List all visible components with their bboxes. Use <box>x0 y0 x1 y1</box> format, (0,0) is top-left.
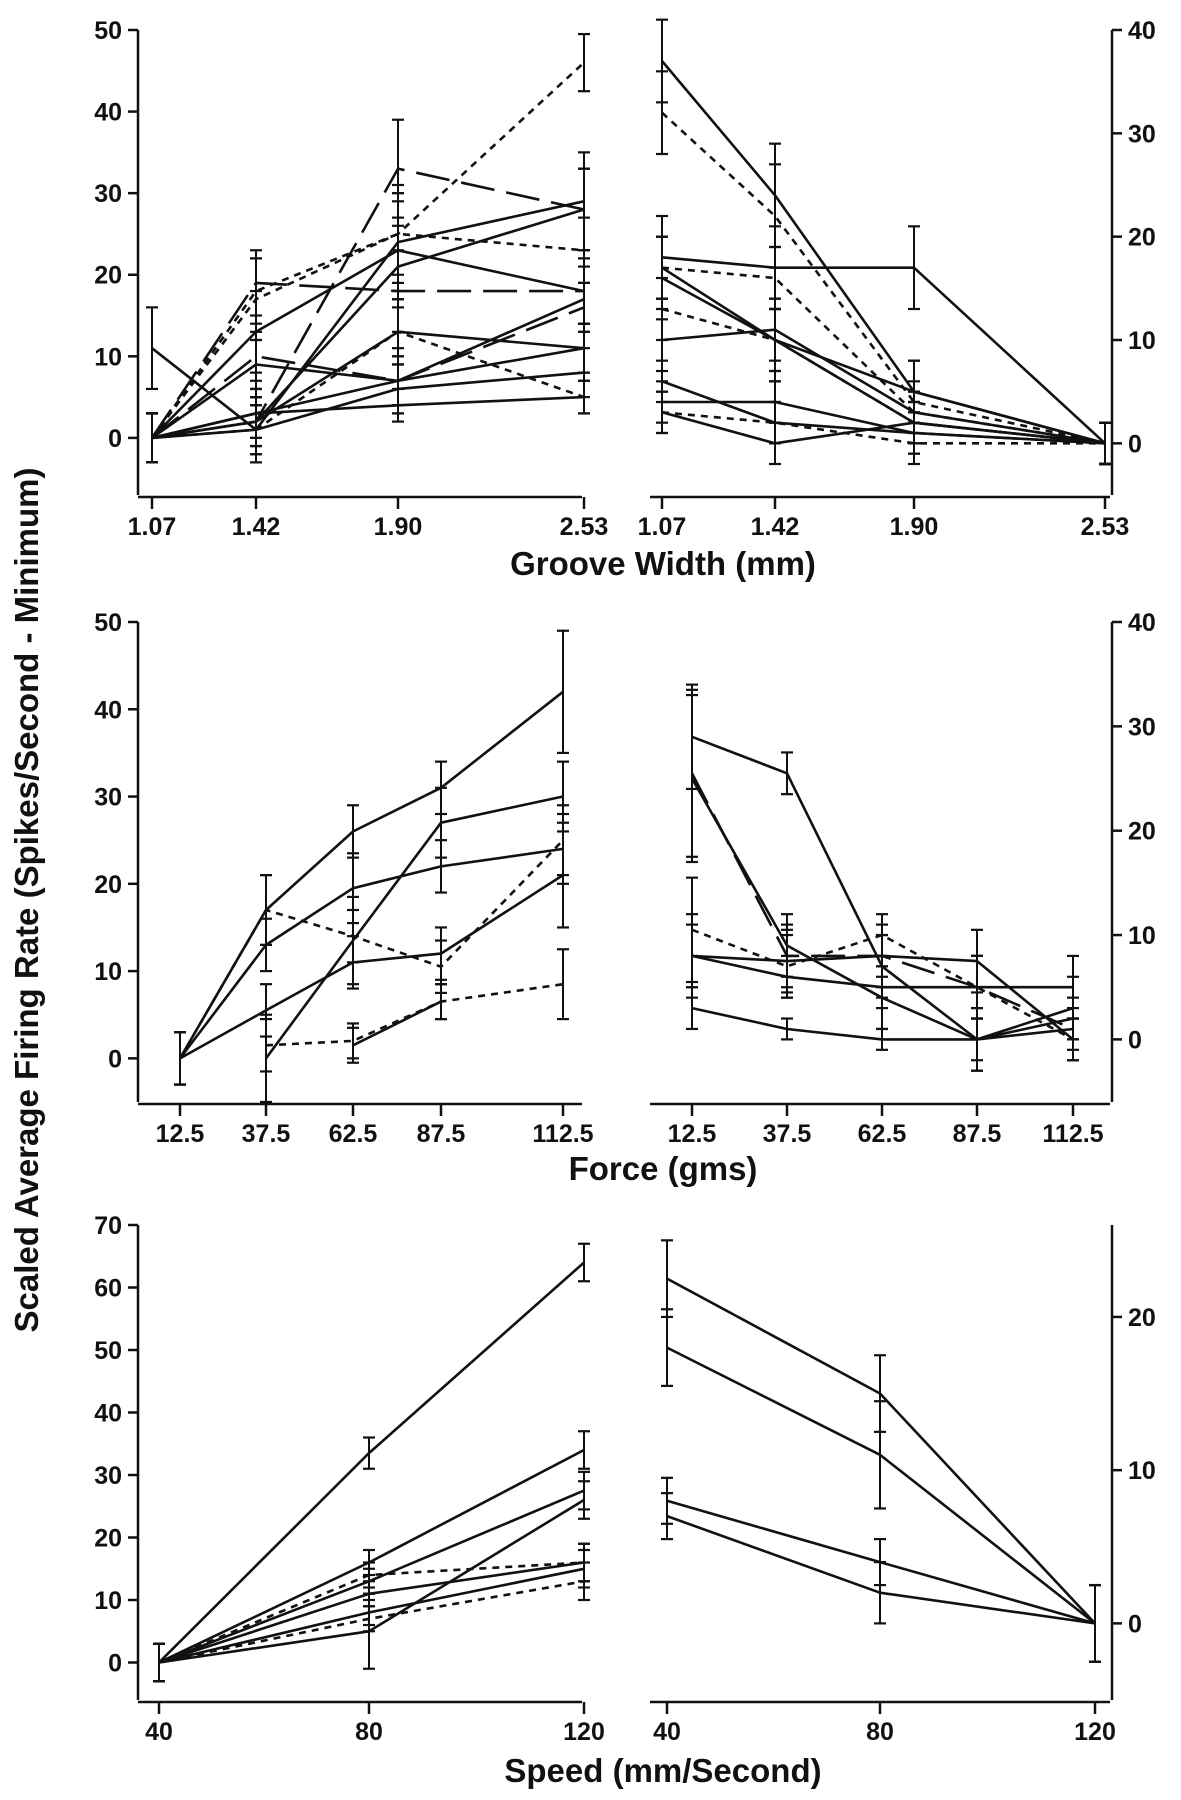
y-tick-label: 50 <box>94 17 122 45</box>
y-tick-label: 70 <box>94 1212 122 1240</box>
series-line-2 <box>661 111 1106 445</box>
x-tick-label: 1.42 <box>751 513 800 541</box>
x-tick-label: 2.53 <box>1081 513 1130 541</box>
x-axis-title: Groove Width (mm) <box>510 545 816 582</box>
panel-speed-decreasing: 0 10 20 40 80 120 Speed (mm/Second) <box>504 1225 1156 1789</box>
x-tick-label: 120 <box>1074 1718 1116 1746</box>
y-tick-label: 20 <box>1128 1304 1156 1332</box>
y-tick-label: 40 <box>94 1400 122 1428</box>
y-tick-label: 50 <box>94 609 122 637</box>
y-tick-label: 30 <box>1128 120 1156 148</box>
y-tick-label: 20 <box>94 262 122 290</box>
y-tick-label: 10 <box>1128 922 1156 950</box>
panel-speed-increasing: 0 10 20 30 40 50 60 70 40 80 120 <box>94 1212 605 1746</box>
y-tick-label: 10 <box>94 343 122 371</box>
series-line-4 <box>661 276 1106 445</box>
y-tick-label: 40 <box>94 99 122 127</box>
y-tick-label: 0 <box>108 1045 122 1073</box>
x-tick-label: 80 <box>355 1718 383 1746</box>
x-tick-label: 1.90 <box>374 513 423 541</box>
x-tick-label: 1.42 <box>232 513 281 541</box>
x-tick-label: 40 <box>145 1718 173 1746</box>
series-line-7 <box>352 1000 442 1047</box>
series-line-12 <box>151 298 585 440</box>
x-tick-label: 62.5 <box>329 1120 378 1148</box>
series-line-14 <box>151 395 585 440</box>
y-tick-label: 10 <box>1128 1457 1156 1485</box>
x-tick-label: 12.5 <box>156 1120 205 1148</box>
x-tick-label: 12.5 <box>668 1120 717 1148</box>
x-tick-label: 1.07 <box>128 513 177 541</box>
y-tick-label: 30 <box>1128 713 1156 741</box>
series-line-6 <box>151 306 585 439</box>
y-tick-label: 0 <box>1128 1610 1142 1638</box>
series-line-6 <box>661 307 1106 445</box>
y-tick-label: 0 <box>1128 1026 1142 1054</box>
series-line-4 <box>150 281 584 439</box>
y-tick-label: 0 <box>1128 430 1142 458</box>
series-line-7 <box>151 200 585 431</box>
y-tick-label: 30 <box>94 784 122 812</box>
series-line-1 <box>178 690 564 1060</box>
y-tick-label: 10 <box>94 958 122 986</box>
y-tick-label: 40 <box>94 696 122 724</box>
x-tick-label: 112.5 <box>1042 1120 1103 1148</box>
series-line-10 <box>662 400 1106 445</box>
x-tick-label: 40 <box>653 1718 681 1746</box>
series-line-10 <box>151 208 585 440</box>
y-tick-label: 0 <box>108 1650 122 1678</box>
x-axis-title: Speed (mm/Second) <box>504 1752 821 1789</box>
panel-force-decreasing: 0 10 20 30 40 12.5 37.5 62.5 87.5 112.5 Force (gms… <box>569 609 1156 1187</box>
y-tick-label: 20 <box>1128 818 1156 846</box>
series-line-12 <box>661 411 1106 445</box>
y-axis-title: Scaled Average Firing Rate (Spikes/Secon… <box>8 468 45 1333</box>
series-line-6 <box>265 982 564 1047</box>
x-tick-label: 1.07 <box>638 513 687 541</box>
y-tick-label: 30 <box>94 1462 122 1490</box>
series-line-3 <box>661 256 1106 445</box>
x-tick-label: 37.5 <box>763 1120 812 1148</box>
y-tick-label: 10 <box>94 1587 122 1615</box>
y-tick-label: 10 <box>1128 327 1156 355</box>
panel-groove-increasing: 0 10 20 30 40 50 1.07 1.42 1.90 2.53 <box>94 17 608 541</box>
series-line-8 <box>661 266 1106 445</box>
x-axis-title: Force (gms) <box>569 1150 758 1187</box>
x-tick-label: 2.53 <box>560 513 609 541</box>
series-line-1 <box>158 1261 585 1664</box>
y-tick-label: 20 <box>1128 224 1156 252</box>
series-line-8 <box>151 249 585 439</box>
y-tick-label: 60 <box>94 1275 122 1303</box>
y-tick-label: 50 <box>94 1337 122 1365</box>
panel-force-increasing: 0 10 20 30 40 50 12.5 37.5 62.5 87.5 112.5 <box>94 609 593 1148</box>
series-line-5 <box>661 266 1106 445</box>
y-tick-label: 0 <box>108 425 122 453</box>
x-tick-label: 1.90 <box>890 513 939 541</box>
panel-groove-decreasing: 0 10 20 30 40 1.07 1.42 1.90 2.53 Groove Width (m… <box>510 17 1156 582</box>
y-tick-label: 30 <box>94 180 122 208</box>
y-tick-label: 20 <box>94 871 122 899</box>
x-tick-label: 37.5 <box>242 1120 291 1148</box>
x-tick-label: 87.5 <box>953 1120 1002 1148</box>
x-tick-label: 80 <box>866 1718 894 1746</box>
series-line-1 <box>150 61 585 439</box>
series-line-7 <box>661 328 1106 445</box>
series-line-9 <box>661 380 1106 445</box>
y-tick-label: 40 <box>1128 609 1156 637</box>
x-tick-label: 62.5 <box>858 1120 907 1148</box>
y-tick-label: 40 <box>1128 17 1156 45</box>
x-tick-label: 120 <box>563 1718 605 1746</box>
series-line-1 <box>661 60 1106 445</box>
x-tick-label: 112.5 <box>532 1120 593 1148</box>
series-line-5 <box>179 874 564 1060</box>
y-tick-label: 20 <box>94 1525 122 1553</box>
x-tick-label: 87.5 <box>417 1120 466 1148</box>
series-line-4 <box>264 795 564 1060</box>
series-line-9 <box>151 346 585 439</box>
